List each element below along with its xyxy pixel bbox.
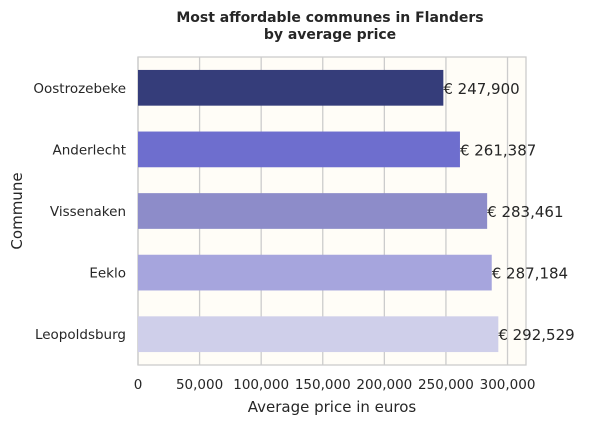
x-tick-label: 100,000 [233,377,289,393]
x-tick-label: 250,000 [418,377,474,393]
x-tick-label: 300,000 [480,377,536,393]
y-tick-label: Leopoldsburg [35,327,126,343]
x-axis-label: Average price in euros [248,398,417,416]
bar [138,69,444,106]
x-tick-labels: 0 50,000 100,000 150,000 200,000 250,000 300,0… [134,377,536,393]
bar [138,254,492,291]
data-label: € 283,461 [487,203,563,221]
y-tick-label: Eeklo [89,266,126,282]
y-tick-labels: Oostrozebeke Anderlecht Vissenaken Eeklo Leo… [33,81,126,343]
y-axis-label: Commune [8,172,26,249]
x-tick-label: 50,000 [176,377,223,393]
data-label: € 247,900 [443,80,519,98]
y-tick-label: Oostrozebeke [33,81,126,97]
y-tick-label: Vissenaken [50,204,126,220]
y-tick-label: Anderlecht [52,142,126,158]
chart-subtitle: by average price [264,27,396,43]
data-label: € 287,184 [492,265,568,283]
x-tick-label: 0 [134,377,143,393]
x-tick-label: 200,000 [356,377,412,393]
data-label: € 292,529 [498,326,574,344]
x-tick-label: 150,000 [295,377,351,393]
data-labels: € 247,900 € 261,387 € 283,461 € 287,184 € 29… [443,80,574,344]
bar [138,316,499,353]
data-label: € 261,387 [460,141,536,159]
bar [138,193,488,229]
bars [138,69,499,353]
bar [138,131,460,168]
chart-title: Most affordable communes in Flanders [176,10,483,26]
